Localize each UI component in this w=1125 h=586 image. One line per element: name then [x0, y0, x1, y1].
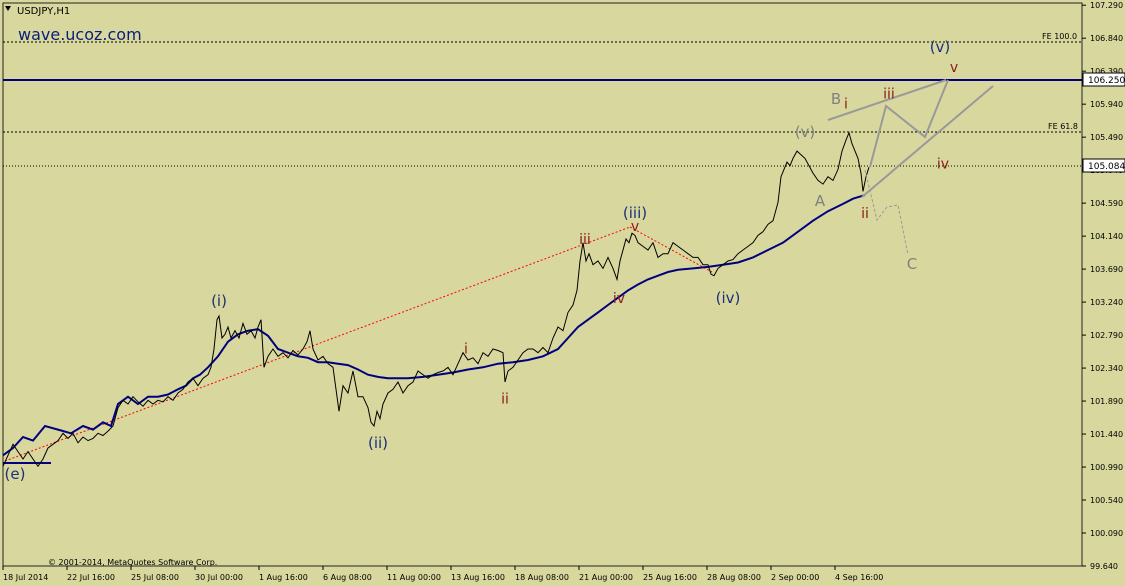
triangle-upper-line — [827, 79, 947, 121]
x-tick-label: 25 Jul 08:00 — [131, 573, 179, 582]
wave-label: C — [907, 255, 917, 273]
trend-channel-line — [4, 226, 631, 462]
y-axis: 107.290 106.840 106.390 105.940 105.490 105.0… — [1082, 1, 1123, 571]
y-tick-label: 101.890 — [1090, 397, 1123, 406]
wave-label: iii — [579, 232, 591, 248]
plot-frame — [2, 2, 1083, 567]
x-tick-label: 18 Jul 2014 — [3, 573, 48, 582]
x-tick-label: 13 Aug 16:00 — [451, 573, 505, 582]
x-tick-label: 4 Sep 16:00 — [835, 573, 883, 582]
wave-label: iv — [613, 291, 625, 307]
wave-label: (e) — [5, 465, 26, 483]
y-tick-label: 103.240 — [1090, 298, 1123, 307]
alternate-projection-path — [864, 169, 909, 256]
y-tick-label: 100.090 — [1090, 529, 1123, 538]
x-tick-label: 25 Aug 16:00 — [643, 573, 697, 582]
y-tick-label: 104.590 — [1090, 199, 1123, 208]
x-tick-label: 22 Jul 16:00 — [67, 573, 115, 582]
y-tick-label: 100.540 — [1090, 496, 1123, 505]
x-tick-label: 28 Aug 08:00 — [707, 573, 761, 582]
x-tick-label: 21 Aug 00:00 — [579, 573, 633, 582]
x-tick-label: 6 Aug 08:00 — [323, 573, 372, 582]
wave-label: ii — [501, 391, 509, 407]
resistance-price-label: 106.250 — [1088, 76, 1125, 86]
x-tick-label: 18 Aug 08:00 — [515, 573, 569, 582]
watermark: wave.ucoz.com — [18, 25, 142, 44]
wave-label: v — [950, 60, 958, 76]
triangle-lower-line — [861, 85, 994, 198]
x-tick-label: 30 Jul 00:00 — [195, 573, 243, 582]
current-price-tag — [1082, 158, 1125, 173]
wave-label: iii — [883, 86, 895, 102]
chart-title: USDJPY,H1 — [17, 6, 70, 17]
x-tick-label: 11 Aug 00:00 — [387, 573, 441, 582]
wave-label: v — [631, 219, 639, 235]
wave-label: A — [815, 192, 826, 210]
wave-label: (iv) — [716, 289, 741, 307]
y-tick-label: 103.690 — [1090, 265, 1123, 274]
y-tick-label: 105.940 — [1090, 100, 1123, 109]
wave-label: (iii) — [623, 204, 647, 222]
wave-label: B — [831, 90, 841, 108]
x-tick-label: 2 Sep 00:00 — [771, 573, 819, 582]
fe100-label: FE 100.0 — [1042, 32, 1077, 41]
copyright: © 2001-2014, MetaQuotes Software Corp. — [48, 558, 217, 567]
x-tick-label: 1 Aug 16:00 — [259, 573, 308, 582]
wave-label: (v) — [795, 123, 816, 141]
projection-path — [869, 79, 949, 168]
moving-average-line — [2, 194, 866, 457]
resistance-price-tag — [1082, 72, 1125, 87]
wave-label: i — [844, 97, 848, 113]
y-tick-label: 104.140 — [1090, 232, 1123, 241]
y-tick-label: 102.340 — [1090, 364, 1123, 373]
y-tick-label: 102.790 — [1090, 331, 1123, 340]
y-tick-label: 105.490 — [1090, 133, 1123, 142]
fe618-label: FE 61.8 — [1048, 122, 1078, 131]
current-price-label: 105.084 — [1088, 162, 1125, 172]
wave-label: (i) — [211, 292, 227, 310]
x-axis: 18 Jul 2014 22 Jul 16:00 25 Jul 08:00 30 Ju… — [2, 566, 883, 582]
y-tick-label: 107.290 — [1090, 1, 1123, 10]
wave-labels: (i)(ii)(iii)(iv)(v)(e)iiiiiiivviiiiiiivv… — [5, 38, 959, 483]
y-tick-label: 106.840 — [1090, 34, 1123, 43]
wave-label: (v) — [930, 38, 951, 56]
y-tick-label: 100.990 — [1090, 463, 1123, 472]
wave-label: ii — [861, 206, 869, 222]
wave-label: iv — [937, 157, 949, 173]
price-line — [2, 131, 870, 468]
trend-channel-line-2 — [629, 226, 713, 273]
y-tick-label: 101.440 — [1090, 430, 1123, 439]
wave-label: i — [464, 341, 468, 357]
y-tick-label: 99.640 — [1090, 562, 1118, 571]
dropdown-arrow-icon[interactable] — [5, 6, 11, 11]
y-tick-label: 106.390 — [1090, 67, 1123, 76]
wave-label: (ii) — [368, 434, 388, 452]
